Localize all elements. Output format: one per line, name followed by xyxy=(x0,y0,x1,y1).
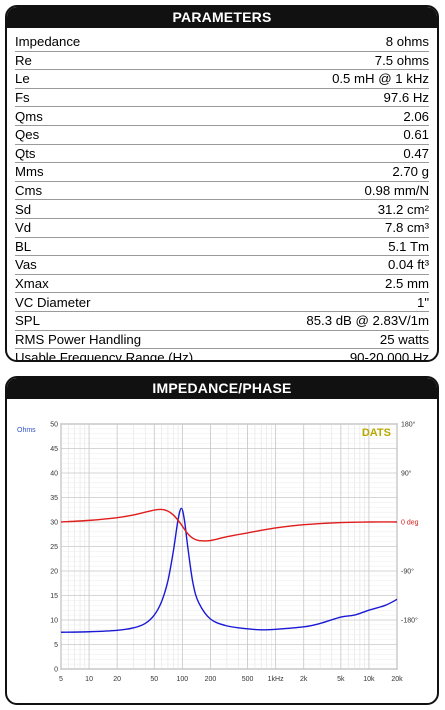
parameter-value: 2.5 mm xyxy=(385,276,429,292)
parameter-row: VC Diameter 1" xyxy=(15,293,429,312)
parameter-row: Impedance 8 ohms xyxy=(15,33,429,52)
parameter-value: 8 ohms xyxy=(385,34,429,50)
parameter-row: Mms 2.70 g xyxy=(15,163,429,182)
y-tick-label: 30 xyxy=(50,520,58,527)
parameter-value: 0.61 xyxy=(403,127,429,143)
y-tick-label: 35 xyxy=(50,495,58,502)
parameter-label: Re xyxy=(15,52,32,68)
parameter-value: 0.47 xyxy=(403,145,429,161)
parameter-label: Fs xyxy=(15,90,30,106)
parameter-value: 90-20,000 Hz xyxy=(349,350,429,362)
parameter-row: Xmax 2.5 mm xyxy=(15,275,429,294)
parameter-label: Vd xyxy=(15,220,32,236)
parameter-label: Mms xyxy=(15,164,44,180)
parameter-value: 0.98 mm/N xyxy=(364,183,430,199)
impedance-curve xyxy=(60,507,398,633)
y2-tick-label: 0 deg xyxy=(401,520,419,527)
x-tick-label: 100 xyxy=(177,676,189,683)
x-tick-label: 50 xyxy=(150,676,158,683)
chart-title: IMPEDANCE/PHASE xyxy=(7,378,437,399)
x-tick-label: 10k xyxy=(363,676,375,683)
y-tick-label: 20 xyxy=(50,569,58,576)
y-tick-label: 50 xyxy=(50,422,58,429)
parameter-value: 5.1 Tm xyxy=(388,238,429,254)
parameter-value: 0.5 mH @ 1 kHz xyxy=(332,71,429,87)
parameter-row: Qts 0.47 xyxy=(15,145,429,164)
parameter-row: Vd 7.8 cm³ xyxy=(15,219,429,238)
parameter-value: 0.04 ft³ xyxy=(387,257,429,273)
parameter-value: 2.06 xyxy=(403,108,429,124)
x-tick-label: 200 xyxy=(205,676,217,683)
parameter-row: SPL 85.3 dB @ 2.83V/1m xyxy=(15,312,429,331)
parameter-label: SPL xyxy=(15,313,40,329)
y2-tick-label: 180° xyxy=(401,421,416,429)
parameter-row: Usable Frequency Range (Hz) 90-20,000 Hz xyxy=(15,349,429,362)
parameter-label: Qms xyxy=(15,108,43,124)
y2-tick-label: -180° xyxy=(401,617,418,625)
parameter-label: Cms xyxy=(15,183,43,199)
parameter-value: 97.6 Hz xyxy=(383,90,429,106)
parameter-row: Re 7.5 ohms xyxy=(15,52,429,71)
x-tick-label: 1kHz xyxy=(268,676,284,683)
parameter-label: Qts xyxy=(15,145,36,161)
parameter-row: BL 5.1 Tm xyxy=(15,238,429,257)
parameter-row: RMS Power Handling 25 watts xyxy=(15,331,429,350)
parameter-value: 7.8 cm³ xyxy=(385,220,429,236)
impedance-phase-chart: 5 10 20 50 100 200 500 1kHz 2k 5k 10k 20k0510152025… xyxy=(17,421,419,684)
parameter-label: Le xyxy=(15,71,30,87)
dats-watermark: DATS xyxy=(362,427,391,439)
parameter-label: Qes xyxy=(15,127,40,143)
parameter-value: 25 watts xyxy=(379,331,429,347)
parameters-panel: PARAMETERS Impedance 8 ohms Re 7.5 ohms Le 0.… xyxy=(5,5,439,362)
x-tick-label: 2k xyxy=(300,676,308,683)
parameter-row: Sd 31.2 cm² xyxy=(15,200,429,219)
parameter-value: 85.3 dB @ 2.83V/1m xyxy=(306,313,429,329)
y-tick-label: 5 xyxy=(54,642,58,649)
y-tick-label: 45 xyxy=(50,446,58,453)
parameter-row: Qms 2.06 xyxy=(15,107,429,126)
x-tick-label: 20 xyxy=(113,676,121,683)
impedance-phase-panel: IMPEDANCE/PHASE 5 10 20 50 100 200 500 1kHz 2k 5k… xyxy=(5,376,439,705)
parameter-value: 31.2 cm² xyxy=(377,201,429,217)
parameter-value: 2.70 g xyxy=(392,164,429,180)
parameter-row: Cms 0.98 mm/N xyxy=(15,182,429,201)
parameter-label: Vas xyxy=(15,257,37,273)
y-axis-label: Ohms xyxy=(17,427,36,434)
parameters-table: Impedance 8 ohms Re 7.5 ohms Le 0.5 mH @ 1 kH… xyxy=(15,33,429,362)
x-tick-label: 10 xyxy=(85,676,93,683)
y-tick-label: 15 xyxy=(50,593,58,600)
parameter-label: Xmax xyxy=(15,276,49,292)
y2-tick-label: 90° xyxy=(401,470,412,478)
parameter-row: Qes 0.61 xyxy=(15,126,429,145)
parameter-label: Impedance xyxy=(15,34,81,50)
parameter-row: Le 0.5 mH @ 1 kHz xyxy=(15,70,429,89)
x-tick-label: 5 xyxy=(59,676,63,683)
y-tick-label: 25 xyxy=(50,544,58,551)
parameter-label: VC Diameter xyxy=(15,294,91,310)
parameter-value: 7.5 ohms xyxy=(374,52,429,68)
y-tick-label: 0 xyxy=(54,667,58,674)
x-tick-label: 500 xyxy=(242,676,254,683)
x-tick-label: 20k xyxy=(391,676,403,683)
parameter-label: RMS Power Handling xyxy=(15,331,142,347)
phase-curve xyxy=(60,508,398,542)
parameter-label: Sd xyxy=(15,201,32,217)
parameters-title: PARAMETERS xyxy=(7,7,437,28)
parameter-label: Usable Frequency Range (Hz) xyxy=(15,350,194,362)
parameter-value: 1" xyxy=(416,294,429,310)
parameter-row: Vas 0.04 ft³ xyxy=(15,256,429,275)
x-tick-label: 5k xyxy=(337,676,345,683)
y2-tick-label: -90° xyxy=(401,568,414,576)
parameter-label: BL xyxy=(15,238,32,254)
parameter-row: Fs 97.6 Hz xyxy=(15,89,429,108)
y-tick-label: 40 xyxy=(50,471,58,478)
y-tick-label: 10 xyxy=(50,618,58,625)
